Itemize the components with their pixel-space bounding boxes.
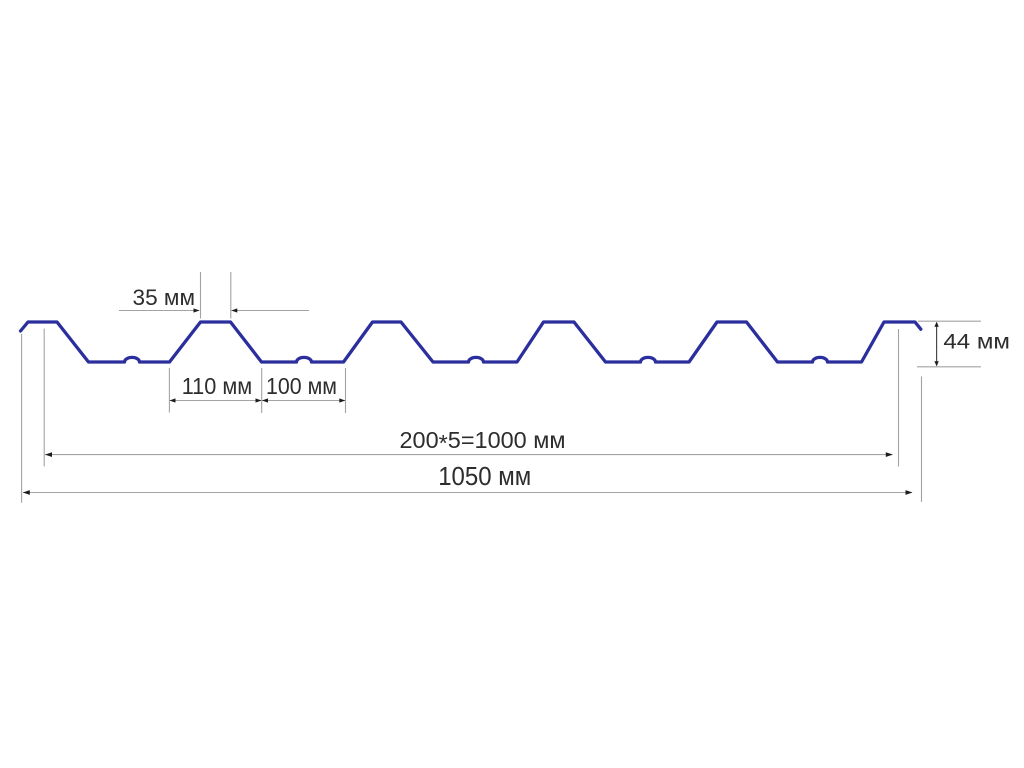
svg-text:100 мм: 100 мм [266, 373, 337, 399]
svg-text:1050 мм: 1050 мм [438, 463, 531, 491]
svg-text:35 мм: 35 мм [133, 285, 196, 310]
svg-text:44 мм: 44 мм [943, 330, 1010, 354]
svg-text:200*5=1000 мм: 200*5=1000 мм [400, 427, 566, 456]
svg-text:110 мм: 110 мм [182, 373, 253, 399]
